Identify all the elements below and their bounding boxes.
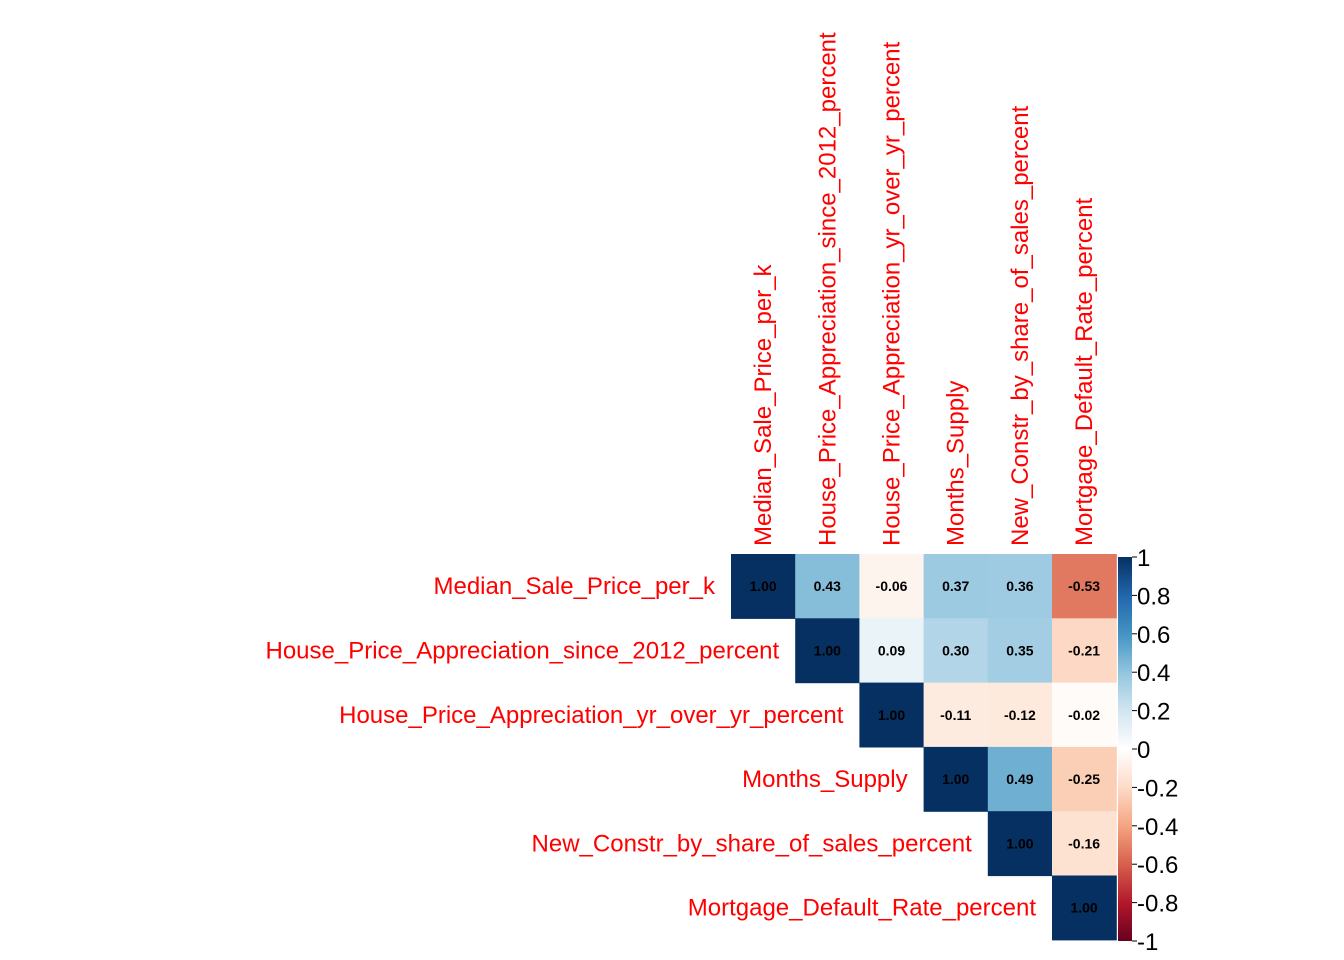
colorbar xyxy=(1118,557,1132,941)
heatmap-cell xyxy=(987,746,1053,812)
cell-value-label: 1.00 xyxy=(942,771,969,787)
heatmap-cell xyxy=(987,618,1053,684)
cell-value-label: 0.35 xyxy=(1006,642,1033,658)
cell-value-label: 0.30 xyxy=(942,642,969,658)
colorbar-tick-label: 0.4 xyxy=(1137,660,1170,687)
heatmap-cell xyxy=(795,618,860,684)
colorbar-tick-label: 0.2 xyxy=(1137,699,1170,726)
colorbar-tick-label: 0.8 xyxy=(1137,583,1170,610)
cell-value-label: 0.43 xyxy=(814,578,841,594)
cell-value-label: 1.00 xyxy=(1070,900,1097,916)
heatmap-cell xyxy=(1052,554,1117,619)
column-label: Median_Sale_Price_per_k xyxy=(750,263,777,546)
heatmap-cell xyxy=(987,682,1053,748)
cell-value-label: 0.09 xyxy=(878,642,905,658)
cell-value-label: -0.16 xyxy=(1068,835,1100,851)
cell-value-label: 1.00 xyxy=(749,578,776,594)
cell-value-label: 0.49 xyxy=(1006,771,1033,787)
cell-value-label: 1.00 xyxy=(878,707,905,723)
row-labels: Median_Sale_Price_per_k House_Price_Appre… xyxy=(266,573,1037,922)
cell-value-label: 1.00 xyxy=(1006,835,1033,851)
heatmap-cell xyxy=(795,554,860,619)
colorbar-tick-label: 0 xyxy=(1137,737,1150,764)
column-label: Months_Supply xyxy=(943,381,970,546)
colorbar-tick-label: 1 xyxy=(1137,545,1150,572)
heatmap-cell xyxy=(1052,811,1117,877)
heatmap-cell xyxy=(923,746,989,812)
cell-value-label: -0.11 xyxy=(940,707,971,723)
row-label: Months_Supply xyxy=(742,766,907,793)
cell-value-label: 1.00 xyxy=(814,642,841,658)
row-label: New_Constr_by_share_of_sales_percent xyxy=(532,830,973,857)
row-label: Mortgage_Default_Rate_percent xyxy=(688,895,1037,922)
heatmap-cells: 1.00 0.43 -0.06 0.37 0.36 -0.53 1.00 0.09 0.30 0.… xyxy=(731,554,1117,941)
cell-value-label: -0.12 xyxy=(1004,707,1036,723)
heatmap-cell xyxy=(923,618,989,684)
colorbar-tick-label: 0.6 xyxy=(1137,622,1170,649)
heatmap-cell xyxy=(1052,682,1117,748)
cell-value-label: 0.37 xyxy=(942,578,969,594)
column-label: Mortgage_Default_Rate_percent xyxy=(1071,197,1098,546)
column-label: New_Constr_by_share_of_sales_percent xyxy=(1007,105,1034,546)
heatmap-cell xyxy=(859,554,925,619)
colorbar-tick-label: -0.4 xyxy=(1137,814,1178,841)
colorbar-tick-label: -0.6 xyxy=(1137,852,1178,879)
colorbar-tick-label: -1 xyxy=(1137,929,1158,956)
column-label: House_Price_Appreciation_since_2012_perc… xyxy=(814,32,841,546)
heatmap-cell xyxy=(923,554,989,619)
heatmap-cell xyxy=(987,811,1053,877)
heatmap-cell xyxy=(923,682,989,748)
column-labels: Median_Sale_Price_per_k House_Price_Appre… xyxy=(750,32,1098,546)
colorbar-tick-label: -0.2 xyxy=(1137,775,1178,802)
column-label: House_Price_Appreciation_yr_over_yr_perc… xyxy=(879,41,906,546)
heatmap-cell xyxy=(731,554,796,619)
row-label: House_Price_Appreciation_since_2012_perc… xyxy=(266,637,780,664)
cell-value-label: 0.36 xyxy=(1006,578,1033,594)
heatmap-cell xyxy=(859,618,925,684)
heatmap-cell xyxy=(987,554,1053,619)
heatmap-cell xyxy=(1052,746,1117,812)
heatmap-cell xyxy=(1052,875,1117,941)
row-label: House_Price_Appreciation_yr_over_yr_perc… xyxy=(339,702,844,729)
row-label: Median_Sale_Price_per_k xyxy=(433,573,716,600)
heatmap-cell xyxy=(859,682,925,748)
cell-value-label: -0.02 xyxy=(1068,707,1100,723)
cell-value-label: -0.06 xyxy=(876,578,908,594)
heatmap-cell xyxy=(1052,618,1117,684)
colorbar-tick-label: -0.8 xyxy=(1137,891,1178,918)
cell-value-label: -0.53 xyxy=(1068,578,1100,594)
colorbar-legend: 1 0.8 0.6 0.4 0.2 0 -0.2 -0.4 -0.6 -0.8 -1 xyxy=(1118,545,1178,956)
cell-value-label: -0.25 xyxy=(1068,771,1100,787)
cell-value-label: -0.21 xyxy=(1068,642,1100,658)
